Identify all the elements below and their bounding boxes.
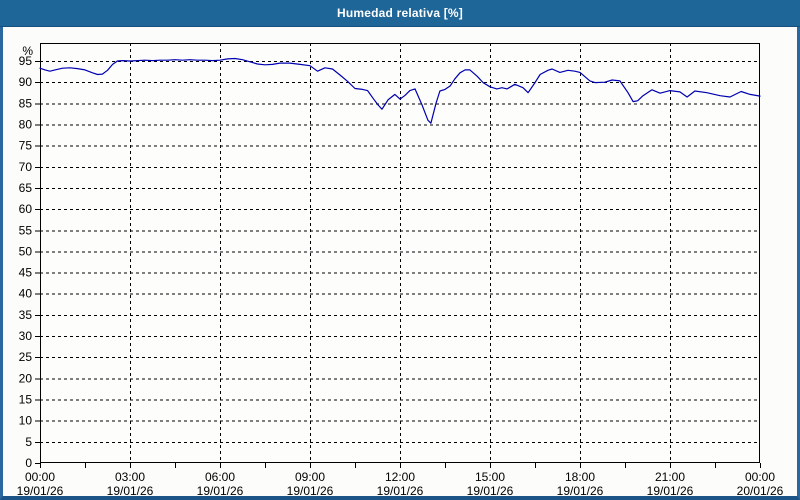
y-tick-label: 45 xyxy=(19,266,33,280)
x-tick-time-label: 06:00 xyxy=(205,470,235,484)
window-title: Humedad relativa [%] xyxy=(336,6,464,20)
x-tick-time-label: 00:00 xyxy=(25,470,55,484)
y-tick-label: 35 xyxy=(19,308,33,322)
x-tick-date-label: 19/01/26 xyxy=(17,484,64,496)
gridlines xyxy=(40,43,760,463)
y-tick-label: 70 xyxy=(19,160,33,174)
y-tick-label: 95 xyxy=(19,54,33,68)
window-titlebar[interactable]: Humedad relativa [%] xyxy=(0,0,800,27)
y-tick-label: 60 xyxy=(19,202,33,216)
y-tick-label: 80 xyxy=(19,117,33,131)
humidity-chart: % 0 5 10 15 20 25 30 35 40 45 50 55 60 65 70 75 80 85 90 95 0… xyxy=(17,43,784,496)
y-tick-label: 10 xyxy=(19,414,33,428)
plot-frame xyxy=(40,43,760,463)
chart-area: % 0 5 10 15 20 25 30 35 40 45 50 55 60 65 70 75 80 85 90 95 0… xyxy=(3,27,797,496)
x-tick-date-label: 19/01/26 xyxy=(467,484,514,496)
axis-labels: % 0 5 10 15 20 25 30 35 40 45 50 55 60 65 70 75 80 85 90 95 0… xyxy=(17,44,784,496)
x-tick-time-label: 09:00 xyxy=(295,470,325,484)
x-tick-date-label: 19/01/26 xyxy=(377,484,424,496)
y-tick-label: 65 xyxy=(19,181,33,195)
y-tick-label: 5 xyxy=(25,435,32,449)
y-tick-label: 20 xyxy=(19,371,33,385)
axis-ticks xyxy=(35,61,761,468)
x-tick-time-label: 18:00 xyxy=(565,470,595,484)
x-tick-time-label: 12:00 xyxy=(385,470,415,484)
y-tick-label: 75 xyxy=(19,139,33,153)
x-tick-date-label: 19/01/26 xyxy=(557,484,604,496)
y-tick-label: 90 xyxy=(19,75,33,89)
y-tick-label: 55 xyxy=(19,223,33,237)
x-tick-date-label: 20/01/26 xyxy=(737,484,784,496)
humidity-series-line xyxy=(39,57,761,124)
x-tick-date-label: 19/01/26 xyxy=(647,484,694,496)
y-tick-label: 40 xyxy=(19,287,33,301)
x-tick-time-label: 03:00 xyxy=(115,470,145,484)
x-tick-date-label: 19/01/26 xyxy=(197,484,244,496)
y-axis-unit-label: % xyxy=(22,44,33,58)
x-tick-date-label: 19/01/26 xyxy=(107,484,154,496)
x-tick-date-label: 19/01/26 xyxy=(287,484,334,496)
y-tick-label: 85 xyxy=(19,96,33,110)
x-tick-time-label: 00:00 xyxy=(745,470,775,484)
y-tick-label: 0 xyxy=(25,456,32,470)
y-tick-label: 15 xyxy=(19,393,33,407)
y-tick-label: 30 xyxy=(19,329,33,343)
x-tick-time-label: 21:00 xyxy=(655,470,685,484)
x-tick-time-label: 15:00 xyxy=(475,470,505,484)
y-tick-label: 25 xyxy=(19,350,33,364)
y-tick-label: 50 xyxy=(19,244,33,258)
